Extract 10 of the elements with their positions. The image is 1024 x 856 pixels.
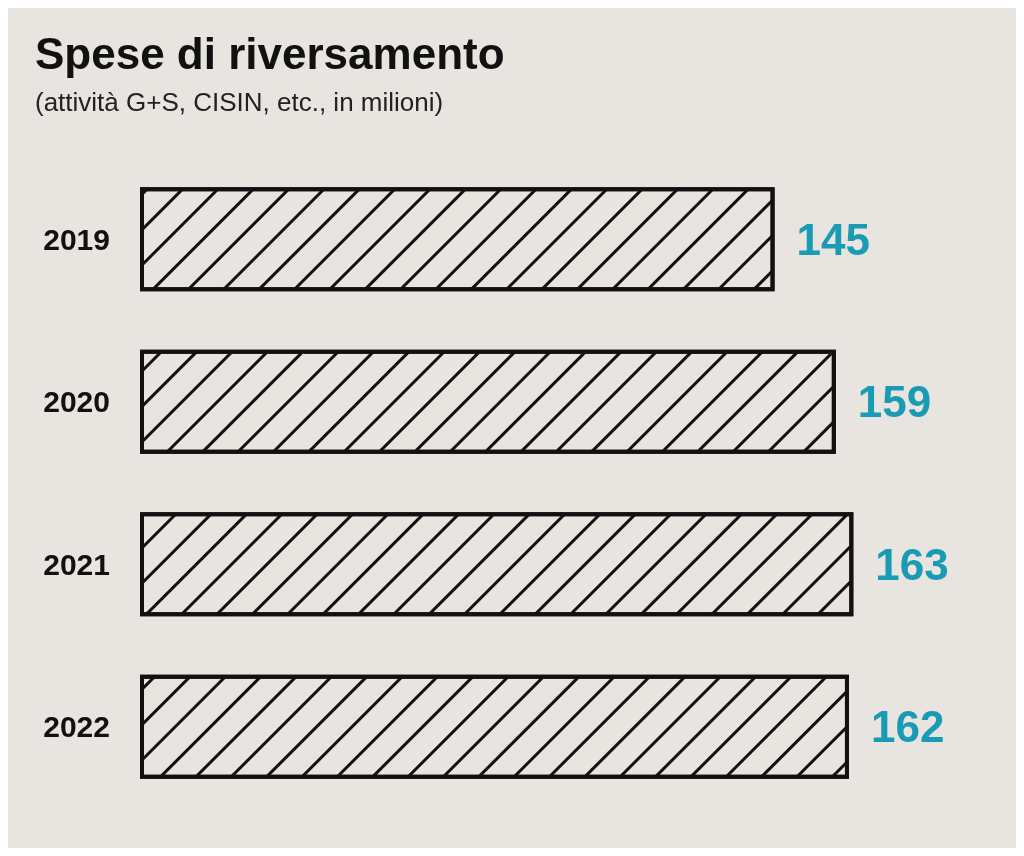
chart-subtitle: (attività G+S, CISIN, etc., in milioni) <box>35 87 444 117</box>
data-label: 159 <box>857 377 932 427</box>
chart-title: Spese di riversamento <box>35 28 505 78</box>
data-label: 145 <box>796 214 870 264</box>
y-tick-label: 2022 <box>43 710 110 744</box>
y-tick-label: 2019 <box>43 222 110 256</box>
y-tick-label: 2020 <box>43 385 110 419</box>
data-label: 162 <box>870 702 945 752</box>
data-label: 163 <box>875 539 949 589</box>
y-tick-label: 2021 <box>43 547 110 581</box>
